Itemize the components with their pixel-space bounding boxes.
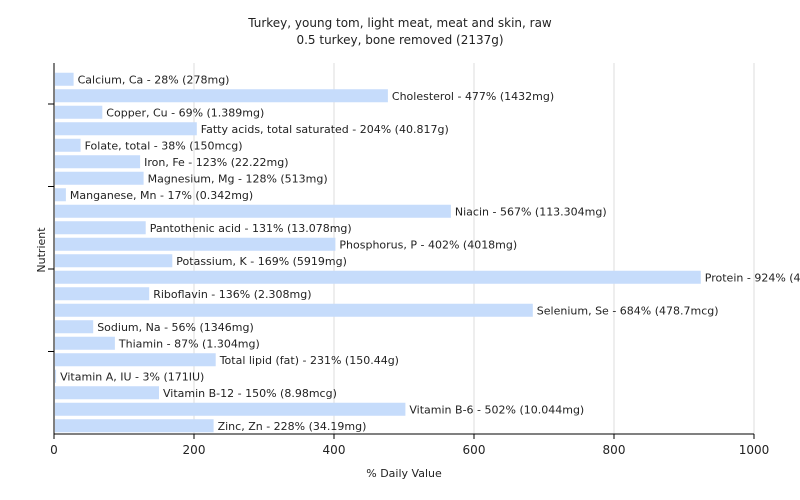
x-tick-label: 1000 bbox=[739, 443, 770, 457]
bar bbox=[55, 303, 533, 317]
bar-label: Magnesium, Mg - 128% (513mg) bbox=[148, 172, 328, 185]
bar-label: Sodium, Na - 56% (1346mg) bbox=[97, 321, 254, 334]
bar-label: Niacin - 567% (113.304mg) bbox=[455, 205, 607, 218]
x-tick-label: 0 bbox=[50, 443, 58, 457]
bar-label: Vitamin A, IU - 3% (171IU) bbox=[60, 370, 204, 383]
chart-subtitle: 0.5 turkey, bone removed (2137g) bbox=[296, 33, 503, 47]
x-tick-label: 400 bbox=[323, 443, 346, 457]
bar bbox=[55, 171, 144, 185]
bar-label: Zinc, Zn - 228% (34.19mg) bbox=[218, 420, 367, 433]
bar bbox=[55, 419, 214, 433]
bar-label: Folate, total - 38% (150mcg) bbox=[85, 139, 243, 152]
x-tick-label: 600 bbox=[463, 443, 486, 457]
bar bbox=[55, 204, 451, 218]
bar-label: Iron, Fe - 123% (22.22mg) bbox=[144, 156, 288, 169]
bar-label: Pantothenic acid - 131% (13.078mg) bbox=[150, 222, 352, 235]
bar-label: Manganese, Mn - 17% (0.342mg) bbox=[70, 189, 253, 202]
bar bbox=[55, 402, 406, 416]
bar bbox=[55, 72, 74, 86]
gridlines bbox=[193, 63, 755, 434]
bar-label: Protein - 924% (462.23g) bbox=[705, 271, 800, 284]
bar bbox=[55, 320, 94, 334]
axes: 0 200 400 600 800 1000 bbox=[48, 63, 769, 457]
bar bbox=[55, 221, 146, 235]
x-tick-label: 800 bbox=[603, 443, 626, 457]
bar bbox=[55, 237, 336, 251]
bar-label: Copper, Cu - 69% (1.389mg) bbox=[106, 106, 264, 119]
bar-label: Selenium, Se - 684% (478.7mcg) bbox=[537, 304, 719, 317]
bar bbox=[55, 369, 57, 383]
bar-label: Phosphorus, P - 402% (4018mg) bbox=[339, 238, 517, 251]
bar-label: Riboflavin - 136% (2.308mg) bbox=[153, 288, 311, 301]
bar bbox=[55, 287, 150, 301]
bar-label: Total lipid (fat) - 231% (150.44g) bbox=[219, 354, 399, 367]
x-tick-label: 200 bbox=[183, 443, 206, 457]
bar bbox=[55, 353, 216, 367]
bar bbox=[55, 105, 103, 119]
bar-label: Fatty acids, total saturated - 204% (40.… bbox=[201, 123, 449, 136]
bar bbox=[55, 254, 173, 268]
chart-title: Turkey, young tom, light meat, meat and … bbox=[247, 16, 552, 30]
x-axis-title: % Daily Value bbox=[366, 467, 442, 480]
bar-label: Potassium, K - 169% (5919mg) bbox=[176, 255, 347, 268]
bars: Calcium, Ca - 28% (278mg) Cholesterol - 4… bbox=[55, 72, 800, 433]
bar-label: Vitamin B-12 - 150% (8.98mcg) bbox=[163, 387, 337, 400]
bar bbox=[55, 188, 66, 202]
bar bbox=[55, 89, 388, 103]
bar-label: Vitamin B-6 - 502% (10.044mg) bbox=[409, 403, 584, 416]
bar bbox=[55, 386, 159, 400]
bar bbox=[55, 138, 81, 152]
bar-label: Calcium, Ca - 28% (278mg) bbox=[78, 73, 230, 86]
y-axis-title: Nutrient bbox=[35, 227, 48, 273]
bar bbox=[55, 336, 115, 350]
bar bbox=[55, 270, 701, 284]
bar bbox=[55, 155, 141, 169]
bar-label: Thiamin - 87% (1.304mg) bbox=[118, 337, 260, 350]
bar-label: Cholesterol - 477% (1432mg) bbox=[392, 90, 554, 103]
bar bbox=[55, 122, 197, 136]
